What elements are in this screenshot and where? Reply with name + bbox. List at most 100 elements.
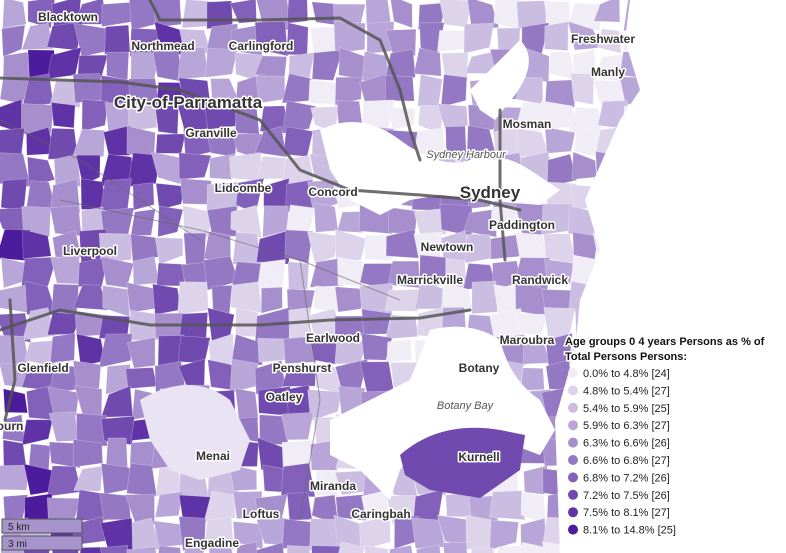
region	[544, 258, 574, 285]
region	[283, 335, 318, 364]
place-label: City-of-Parramatta	[114, 93, 263, 112]
place-label: Maroubra	[500, 333, 555, 347]
region	[20, 256, 58, 290]
scale-km: 5 km	[8, 522, 30, 533]
region	[126, 337, 156, 369]
region	[520, 367, 545, 392]
region	[153, 520, 183, 548]
region	[417, 74, 443, 109]
region	[98, 232, 133, 264]
region	[72, 284, 110, 311]
place-label: Randwick	[512, 273, 568, 287]
region	[130, 208, 156, 236]
place-label: Glenfield	[17, 361, 68, 375]
kurnell-region	[400, 427, 525, 498]
region	[184, 541, 204, 553]
place-label: Kurnell	[458, 450, 499, 464]
region	[286, 492, 313, 521]
region	[48, 441, 81, 469]
region	[281, 518, 318, 549]
legend-label: 6.6% to 6.8% [27]	[583, 455, 670, 467]
region	[50, 178, 81, 214]
place-label: Loftus	[243, 507, 280, 521]
place-label: Botany	[459, 361, 500, 375]
region	[127, 152, 162, 188]
legend-swatch	[568, 489, 578, 500]
region	[77, 54, 109, 79]
region	[308, 308, 344, 338]
region	[386, 339, 412, 363]
region	[75, 489, 107, 521]
region	[337, 256, 364, 286]
region	[365, 0, 391, 29]
region	[363, 544, 389, 553]
scale-mi-bar	[1, 535, 83, 551]
region	[229, 152, 262, 182]
region	[183, 232, 207, 265]
legend-label: 7.5% to 8.1% [27]	[583, 507, 670, 519]
region	[21, 22, 54, 51]
region	[335, 494, 367, 521]
place-label: Engadine	[185, 536, 239, 550]
region	[49, 332, 76, 364]
place-label: Earlwood	[306, 331, 360, 345]
region	[313, 285, 341, 312]
region	[467, 0, 500, 31]
place-label: Menai	[196, 449, 230, 463]
region	[385, 229, 419, 259]
region	[72, 73, 105, 103]
region	[596, 28, 622, 54]
legend-swatch	[568, 385, 578, 396]
region	[413, 208, 448, 237]
region	[178, 152, 212, 180]
region	[21, 205, 52, 238]
place-label: Sydney Harbour	[426, 149, 507, 161]
region	[442, 542, 468, 553]
scale-bar: 5 km 3 mi	[1, 518, 83, 551]
region	[129, 0, 160, 31]
region	[361, 308, 392, 335]
region	[125, 367, 158, 390]
region	[544, 79, 576, 109]
region	[281, 365, 317, 387]
region	[98, 333, 133, 368]
region	[81, 98, 109, 132]
region	[385, 314, 419, 340]
region	[254, 20, 289, 57]
region	[235, 388, 259, 421]
region	[384, 288, 421, 312]
region	[313, 202, 339, 233]
place-label: Botany Bay	[437, 400, 495, 412]
region	[286, 545, 311, 553]
region	[547, 153, 578, 188]
region	[21, 419, 54, 446]
region	[593, 0, 621, 23]
region	[150, 151, 182, 185]
region	[103, 125, 131, 156]
region	[178, 516, 207, 551]
region	[544, 21, 569, 51]
region	[47, 386, 80, 416]
region	[489, 519, 519, 551]
place-label: Newtown	[421, 240, 474, 254]
region	[544, 126, 576, 154]
place-label: Granville	[185, 126, 237, 140]
region	[385, 28, 417, 56]
place-label: Miranda	[310, 479, 356, 493]
legend: Age groups 0 4 years Persons as % of Tota…	[564, 335, 767, 539]
place-label: Paddington	[489, 218, 555, 232]
region	[208, 541, 233, 553]
place-label: Mosman	[503, 117, 552, 131]
region	[0, 127, 25, 157]
legend-swatch	[568, 524, 578, 535]
region	[334, 228, 367, 263]
region	[99, 545, 129, 553]
region	[254, 125, 287, 158]
region	[75, 154, 101, 186]
region	[282, 100, 317, 134]
region	[204, 517, 235, 551]
place-label: Sydney	[460, 183, 521, 202]
region	[466, 125, 496, 156]
region	[543, 0, 571, 26]
region	[72, 360, 102, 393]
